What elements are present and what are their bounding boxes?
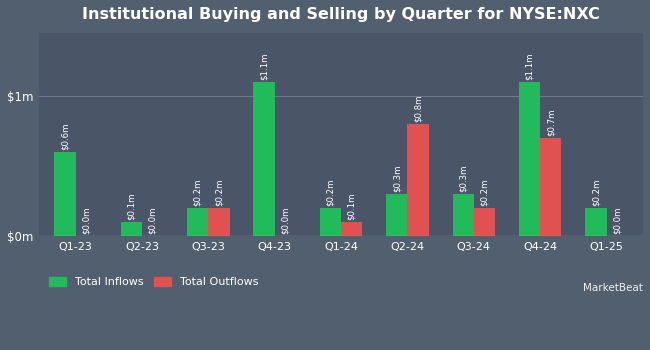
Bar: [540, 138, 562, 236]
Text: $1.1m: $1.1m: [525, 53, 534, 80]
Text: $0.6m: $0.6m: [60, 123, 70, 150]
Text: $0.7m: $0.7m: [546, 109, 555, 136]
Text: $0.2m: $0.2m: [592, 179, 601, 206]
Text: $0.2m: $0.2m: [214, 179, 224, 206]
Text: MarketBeat: MarketBeat: [583, 283, 643, 293]
Bar: [452, 194, 474, 236]
Bar: [408, 124, 428, 236]
Title: Institutional Buying and Selling by Quarter for NYSE:NXC: Institutional Buying and Selling by Quar…: [82, 7, 600, 22]
Text: $0.0m: $0.0m: [613, 207, 621, 235]
Bar: [121, 222, 142, 236]
Text: $0.2m: $0.2m: [480, 179, 489, 206]
Text: $1.1m: $1.1m: [259, 53, 268, 80]
Bar: [320, 208, 341, 236]
Bar: [254, 82, 275, 236]
Bar: [519, 82, 540, 236]
Text: $0.0m: $0.0m: [148, 207, 157, 235]
Bar: [54, 152, 75, 236]
Bar: [341, 222, 362, 236]
Text: $0.2m: $0.2m: [193, 179, 202, 206]
Text: $0.3m: $0.3m: [393, 165, 401, 193]
Text: $0.3m: $0.3m: [459, 165, 467, 193]
Text: $0.8m: $0.8m: [413, 95, 423, 122]
Text: $0.1m: $0.1m: [347, 193, 356, 220]
Bar: [208, 208, 229, 236]
Bar: [474, 208, 495, 236]
Text: $0.0m: $0.0m: [82, 207, 90, 235]
Text: $0.1m: $0.1m: [127, 193, 136, 220]
Text: $0.0m: $0.0m: [281, 207, 290, 235]
Text: $0.2m: $0.2m: [326, 179, 335, 206]
Bar: [386, 194, 408, 236]
Bar: [585, 208, 606, 236]
Legend: Total Inflows, Total Outflows: Total Inflows, Total Outflows: [45, 272, 263, 292]
Bar: [187, 208, 208, 236]
